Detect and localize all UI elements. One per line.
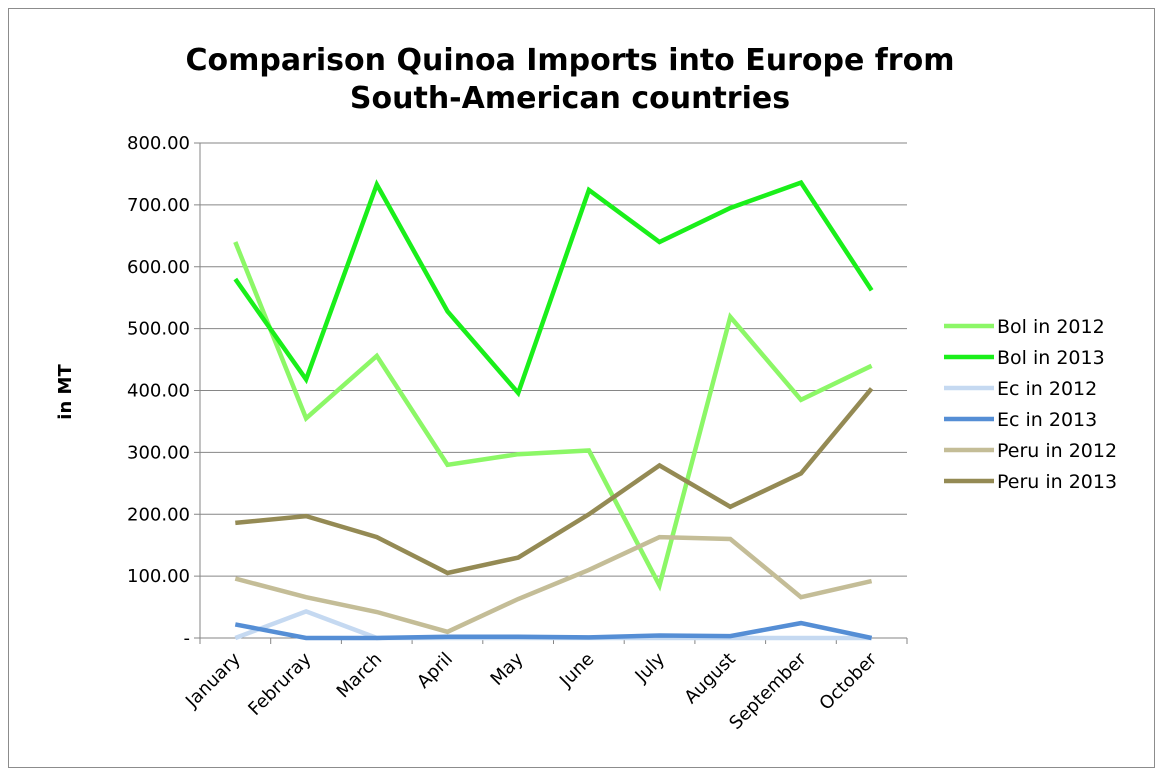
x-tick-label: September [725,648,811,734]
y-tick-label: 500.00 [127,319,190,340]
series-line-1 [233,179,874,398]
y-tick-label: 600.00 [127,257,190,278]
legend-entry: Bol in 2013 [997,347,1105,369]
y-tick-label: 800.00 [127,133,190,154]
y-tick-label: 200.00 [127,504,190,525]
chart-title: Comparison Quinoa Imports into Europe fr… [0,42,1140,118]
y-axis-ticks: - 100.00 200.00 300.00 400.00 500.00 600.00 700… [127,133,190,649]
legend-entry: Bol in 2012 [997,316,1105,338]
y-tick-label: - [184,628,191,649]
y-tick-label: 100.00 [127,566,190,587]
series-line-2 [234,608,872,641]
legend-entry: Peru in 2012 [997,440,1117,462]
chart-title-line1: Comparison Quinoa Imports into Europe fr… [185,43,955,78]
y-tick-label: 700.00 [127,195,190,216]
x-tick-label: June [555,649,598,692]
chart-title-line2: South-American countries [349,81,791,116]
series-lines [233,179,874,641]
x-tick-label: October [815,648,881,714]
x-tick-label: May [487,648,528,689]
series-line-3 [234,620,873,641]
y-axis-label: in MT [55,364,76,420]
x-tick-label: August [680,649,739,708]
legend-entry: Peru in 2013 [997,471,1117,493]
x-axis-ticks: January Februray March April May June July Augu… [181,638,908,734]
gridlines [194,142,907,639]
series-line-4 [234,534,873,635]
x-tick-label: March [333,649,387,703]
y-tick-label: 300.00 [127,442,190,463]
series-line-0 [233,241,873,592]
x-tick-label: April [413,649,457,693]
series-line-5 [235,387,874,576]
legend-entry: Ec in 2013 [997,409,1097,431]
legend-entry: Ec in 2012 [997,378,1097,400]
legend: Bol in 2012 Bol in 2013 Ec in 2012 Ec in 20… [944,316,1117,493]
x-tick-label: July [631,648,670,687]
y-tick-label: 400.00 [127,381,190,402]
x-tick-label: January [181,648,245,712]
x-tick-label: Februray [244,648,315,719]
